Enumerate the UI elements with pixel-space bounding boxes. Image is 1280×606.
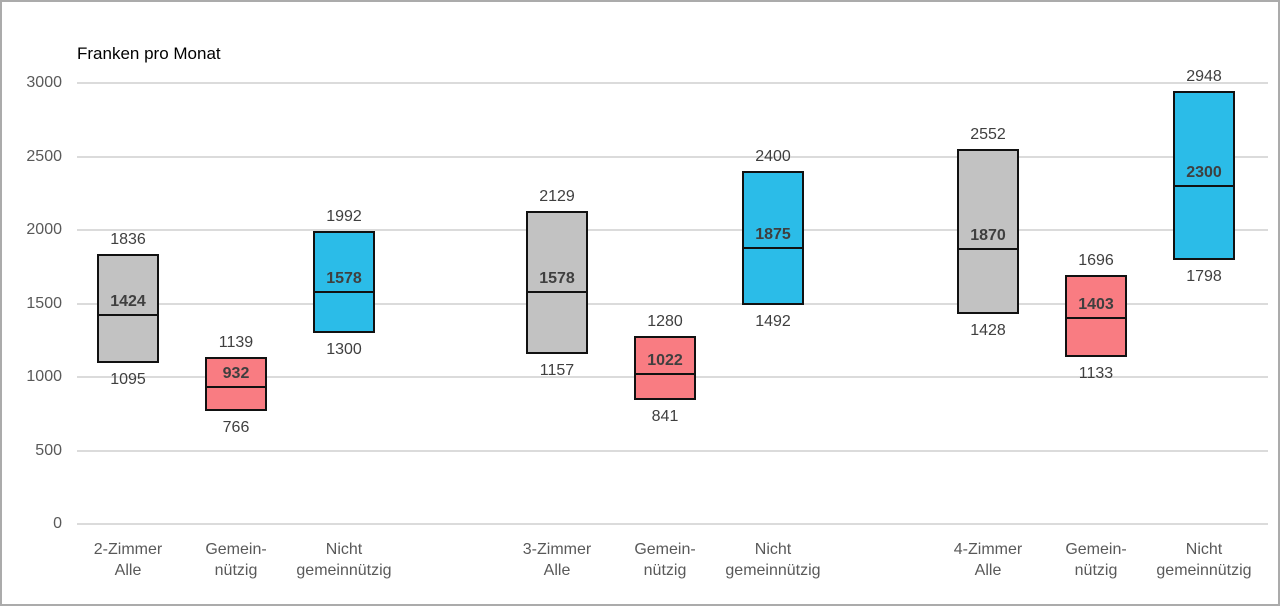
x-axis-label: 4-Zimmer Alle xyxy=(913,539,1063,581)
max-value-label: 1992 xyxy=(326,208,362,226)
range-bar xyxy=(526,211,588,354)
median-line xyxy=(526,291,588,294)
range-bar xyxy=(634,335,696,401)
x-axis-label: Gemein-nützig xyxy=(590,539,740,581)
y-tick-label: 500 xyxy=(35,441,62,459)
chart-title: Franken pro Monat xyxy=(77,44,221,63)
x-axis-label-line: Alle xyxy=(114,562,142,579)
x-axis-label-line: nützig xyxy=(214,562,258,579)
min-value-label: 841 xyxy=(651,408,679,426)
max-value-label: 2552 xyxy=(970,125,1006,143)
min-value-label: 1095 xyxy=(110,371,146,389)
median-line xyxy=(634,372,696,375)
y-tick-label: 2000 xyxy=(26,221,62,238)
x-axis-label: 2-Zimmer Alle xyxy=(53,539,203,581)
y-tick-label: 3000 xyxy=(26,74,62,91)
median-line xyxy=(957,248,1019,251)
median-line xyxy=(1173,184,1235,187)
range-bar xyxy=(957,148,1019,315)
x-axis-label-line: Nicht xyxy=(754,541,792,558)
x-axis-label: Gemein-nützig xyxy=(161,539,311,581)
y-tick-label: 1000 xyxy=(26,368,62,385)
min-value-label: 1300 xyxy=(326,340,362,358)
x-axis-label: Nicht gemeinnützig xyxy=(698,539,848,581)
range-bar xyxy=(742,171,804,305)
x-axis-label-line: 3-Zimmer xyxy=(522,541,592,558)
range-bar xyxy=(205,356,267,412)
x-axis-label-line: 4-Zimmer xyxy=(953,541,1023,558)
median-line xyxy=(742,247,804,250)
x-axis-label: 3-Zimmer Alle xyxy=(482,539,632,581)
x-axis-label-line: Nicht xyxy=(1185,541,1223,558)
gridline xyxy=(77,82,1268,84)
gridline xyxy=(77,229,1268,231)
x-axis-label-line: Nicht xyxy=(325,541,363,558)
gridline xyxy=(77,523,1268,525)
range-bar xyxy=(97,254,159,364)
min-value-label: 1798 xyxy=(1186,267,1222,285)
max-value-label: 1696 xyxy=(1078,251,1114,269)
max-value-label: 1836 xyxy=(110,231,146,249)
median-line xyxy=(97,313,159,316)
gridline xyxy=(77,155,1268,158)
gridline xyxy=(77,302,1268,305)
x-axis-label-line: nützig xyxy=(1074,562,1118,579)
range-bar xyxy=(313,231,375,333)
median-line xyxy=(1065,316,1127,319)
median-line xyxy=(205,385,267,388)
x-axis-label: Gemein-nützig xyxy=(1021,539,1171,581)
y-tick-label: 0 xyxy=(53,515,62,532)
max-value-label: 1280 xyxy=(647,312,683,330)
x-axis-label-line: 2-Zimmer xyxy=(93,541,163,558)
min-value-label: 766 xyxy=(222,419,250,437)
x-axis-label-line: Gemein- xyxy=(1065,541,1127,558)
x-axis-label-line: Alle xyxy=(974,562,1002,579)
x-axis-label: Nicht gemeinnützig xyxy=(1129,539,1278,581)
y-tick-label: 1500 xyxy=(26,294,62,312)
median-line xyxy=(313,291,375,294)
x-axis-label-line: gemeinnützig xyxy=(725,562,821,579)
min-value-label: 1492 xyxy=(755,312,791,330)
x-axis-label-line: nützig xyxy=(643,562,687,579)
x-axis-label-line: Gemein- xyxy=(205,541,267,558)
max-value-label: 1139 xyxy=(218,333,254,351)
gridline xyxy=(77,449,1268,452)
min-value-label: 1133 xyxy=(1078,365,1114,383)
x-axis-label-line: gemeinnützig xyxy=(1156,562,1252,579)
x-axis-label-line: gemeinnützig xyxy=(296,562,392,579)
range-bar xyxy=(1173,90,1235,260)
x-axis-label-line: Gemein- xyxy=(634,541,696,558)
max-value-label: 2129 xyxy=(539,188,575,206)
y-tick-label: 2500 xyxy=(26,147,62,165)
range-bar xyxy=(1065,274,1127,358)
x-axis-label: Nicht gemeinnützig xyxy=(269,539,419,581)
min-value-label: 1428 xyxy=(970,322,1006,340)
x-axis-label-line: Alle xyxy=(543,562,571,579)
